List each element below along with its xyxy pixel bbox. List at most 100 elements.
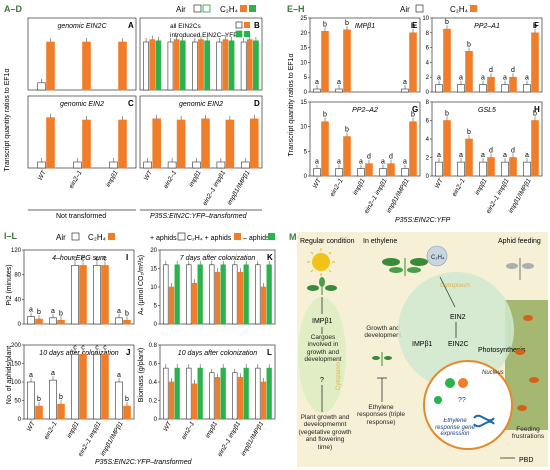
y-tick-label: 20 [150, 248, 157, 254]
panel-frame [431, 17, 543, 93]
significance-letter: d [367, 154, 371, 161]
x-tick-label: impβ1 [66, 420, 81, 439]
y-tick-label: 0.8 [149, 343, 158, 349]
y-tick-label: 6 [426, 119, 430, 125]
x-tick-label: ein2–1 [163, 169, 179, 190]
bar [209, 264, 215, 325]
significance-letter: c [81, 344, 85, 351]
bar [237, 377, 244, 420]
group-label-not-transformed: Not transformed [56, 213, 106, 220]
panel-legend-label: all EIN2Cs [170, 23, 201, 30]
bar [365, 163, 373, 177]
x-tick-label: impβ1 [105, 169, 120, 188]
bar [487, 76, 495, 93]
bar [321, 31, 329, 93]
pathway-question: ? [320, 377, 324, 384]
axis-title-pi2: Pi2 (minutes) [6, 264, 13, 305]
bar [109, 161, 118, 169]
significance-letter: b [345, 127, 349, 134]
pathway-plant-growth-box: Plant growth and developmemnt (vegetativ… [298, 414, 351, 451]
bar [57, 319, 65, 325]
bar [216, 161, 226, 169]
pathway-ein2c: EIN2C [448, 341, 469, 348]
bar [487, 157, 495, 177]
significance-letter: a [481, 75, 485, 82]
significance-letter: a [503, 152, 507, 159]
bar [220, 367, 226, 420]
bar [246, 39, 253, 91]
panel-title: 7 days after colonization [180, 255, 256, 262]
significance-letter: a [459, 75, 463, 82]
x-tick-label: impβ1/IMPβ1 [240, 420, 266, 457]
panel-letter: E [412, 21, 418, 30]
y-tick-label: 120 [11, 248, 22, 254]
significance-letter: a [359, 159, 363, 166]
pathway-col1-title: Regular condition [300, 238, 355, 245]
bar [357, 168, 365, 177]
significance-letter: b [37, 396, 41, 403]
bar [509, 76, 517, 93]
x-tick-label: impβ1 [204, 420, 219, 439]
legend-ad-air-swatch-green [202, 4, 211, 13]
bar [387, 163, 395, 177]
bar [379, 168, 387, 177]
bar [123, 319, 131, 325]
pathway-cargoes-box: Cargoes involved in growth and developme… [304, 334, 342, 364]
y-tick-label: 100 [11, 380, 22, 386]
pathway-ethylene-responses: Ethylene responses (triple response) [356, 404, 406, 426]
bar [501, 84, 509, 93]
panel-letter: A [128, 21, 134, 30]
bar [152, 118, 161, 169]
section-label-ad: A–D [4, 4, 23, 14]
bar [118, 41, 127, 91]
bar [509, 157, 517, 177]
bar [241, 161, 250, 169]
x-tick-label: ein2–1 [43, 420, 59, 441]
bar [240, 41, 247, 91]
bar [222, 39, 229, 91]
bar [155, 40, 162, 91]
plant-regular-icon [307, 277, 337, 295]
y-tick-label: 8 [426, 31, 430, 37]
chart-panel-j: J 10 days after colonization 0 50 100 150 200 a… [11, 343, 135, 458]
panel-frame [27, 17, 137, 91]
significance-letter: a [503, 75, 507, 82]
panel-frame [139, 95, 263, 169]
legend-il-air: Air [56, 233, 66, 242]
bar [443, 120, 451, 177]
y-tick-label: 8 [426, 100, 430, 106]
chart-panel-k: K 7 days after colonization 0 5 10 15 20 [150, 248, 276, 328]
pathway-ein2: EIN2 [450, 314, 466, 321]
panel-letter: L [267, 348, 272, 357]
significance-letter: c [103, 255, 107, 262]
legend-eh-air: Air [400, 5, 410, 14]
bar [71, 265, 79, 325]
pathway-cargoes: Cargoes involved in growth and developme… [304, 334, 342, 364]
legend-il-air-swatch [71, 232, 80, 241]
significance-letter: a [525, 75, 529, 82]
bar [501, 161, 509, 177]
x-tick-label: WT [162, 420, 174, 433]
y-tick-label: 25 [300, 16, 307, 22]
chart-panel-l: L 10 days after colonization 0 0.2 0.4 0.6 0.8… [149, 343, 276, 458]
pathway-impb1-mid: IMPβ1 [412, 341, 432, 348]
bar [343, 136, 351, 177]
y-tick-label: 0 [426, 174, 430, 180]
y-tick-label: 0 [154, 417, 158, 423]
panel-title: genomic EIN2 [179, 101, 223, 108]
bar [232, 372, 238, 420]
panel-letter: B [254, 21, 260, 30]
y-tick-label: 2 [426, 156, 430, 162]
impb1-dot-icon [445, 378, 455, 388]
panel-title: 4–hour EPG sum [52, 255, 106, 262]
significance-letter: a [459, 152, 463, 159]
pathway-growth-dev-box: Growth and development [364, 325, 401, 339]
significance-letter: a [525, 152, 529, 159]
significance-letter: d [389, 154, 393, 161]
bar [143, 41, 149, 91]
pathway-col2-title: In ethylene [363, 238, 397, 245]
bar [49, 379, 57, 420]
